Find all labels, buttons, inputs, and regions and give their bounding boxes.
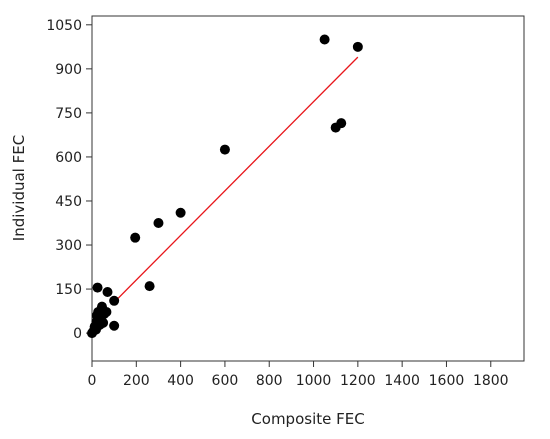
x-tick-label: 1600 xyxy=(429,373,465,389)
x-tick-label: 1000 xyxy=(296,373,332,389)
y-axis-ticks: 0 150 300 450 600 750 900 1050 xyxy=(46,18,92,342)
y-tick-label: 150 xyxy=(55,282,82,298)
x-axis-title: Composite FEC xyxy=(251,410,364,428)
plot-frame xyxy=(91,15,525,362)
data-point xyxy=(336,118,347,129)
data-point xyxy=(153,218,164,228)
x-tick-label: 200 xyxy=(123,373,150,389)
data-point xyxy=(130,232,141,243)
data-point xyxy=(109,320,120,331)
x-tick-label: 1400 xyxy=(384,373,420,389)
x-axis-ticks: 0 200 400 600 800 1000 1200 1400 1600 1800 xyxy=(88,361,509,389)
y-tick-label: 1050 xyxy=(46,18,82,34)
y-tick-label: 0 xyxy=(73,326,82,342)
data-point xyxy=(219,144,230,155)
x-tick-label: 800 xyxy=(256,373,283,389)
x-tick-label: 1800 xyxy=(473,373,509,389)
fit-line-group xyxy=(113,56,359,303)
data-point xyxy=(102,287,113,297)
y-tick-label: 750 xyxy=(55,106,82,122)
y-tick-label: 600 xyxy=(55,150,82,166)
data-point xyxy=(92,282,103,293)
data-point xyxy=(175,207,186,218)
x-tick-label: 400 xyxy=(167,373,194,389)
y-axis-title: Individual FEC xyxy=(10,135,28,241)
y-tick-label: 900 xyxy=(55,62,82,78)
data-point xyxy=(101,306,112,317)
x-tick-label: 1200 xyxy=(340,373,376,389)
x-tick-label: 600 xyxy=(212,373,239,389)
regression-line xyxy=(113,56,359,303)
data-point xyxy=(109,295,120,306)
data-point xyxy=(319,34,330,45)
data-point xyxy=(352,41,363,52)
y-tick-label: 300 xyxy=(55,238,82,254)
data-point xyxy=(98,317,109,328)
data-points xyxy=(87,34,363,339)
data-point xyxy=(144,281,155,292)
x-tick-label: 0 xyxy=(88,373,97,389)
y-tick-label: 450 xyxy=(55,194,82,210)
